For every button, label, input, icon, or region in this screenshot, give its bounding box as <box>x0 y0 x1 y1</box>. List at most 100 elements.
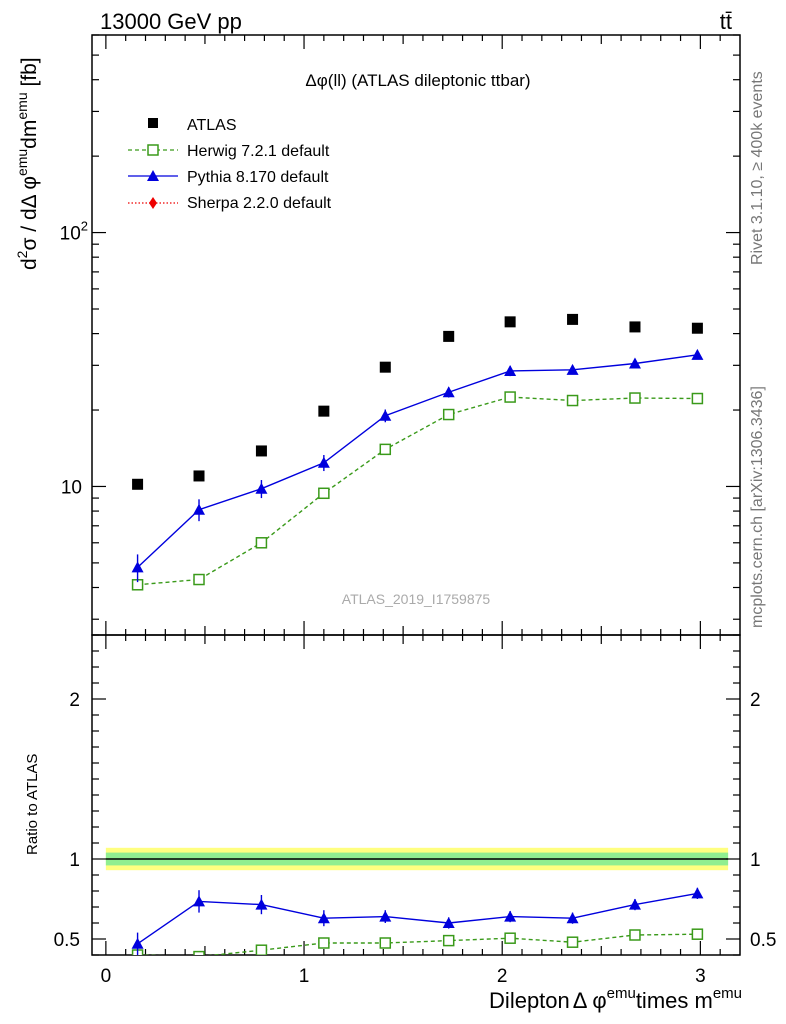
ratio-pythia-point <box>691 887 704 899</box>
atlas-point <box>443 330 455 342</box>
legend-marker-herwig <box>147 144 159 156</box>
legend-label-atlas: ATLAS <box>187 117 237 134</box>
legend-label-sherpa: Sherpa 2.2.0 default <box>187 195 332 212</box>
ratio-y-tick-label-right: 0.5 <box>750 930 776 951</box>
xlabel-b: Δ φ <box>573 988 607 1013</box>
main-plot-title: Δφ(ll) (ATLAS dileptonic ttbar) <box>305 71 530 90</box>
legend-label-pythia: Pythia 8.170 default <box>187 169 329 186</box>
ratio-pythia-point <box>566 912 579 924</box>
main-y-axis-label: d2σ / dΔ φemudmemu [fb] <box>14 57 41 270</box>
analysis-watermark: ATLAS_2019_I1759875 <box>342 591 491 607</box>
ratio-y-tick-label-right: 1 <box>750 850 761 871</box>
atlas-point <box>379 361 391 373</box>
ratio-plot-frame <box>91 634 741 956</box>
xlabel-sup1: emu <box>607 985 636 1002</box>
atlas-point <box>567 313 579 325</box>
main-axes: 10 102 <box>60 34 740 635</box>
atlas-point <box>132 478 144 490</box>
herwig-point <box>691 392 704 405</box>
ratio-axes: 0.5 0.5 1 1 2 2 0 1 2 3 <box>54 634 776 987</box>
herwig-point <box>318 487 330 500</box>
pythia-point <box>566 363 579 375</box>
xlabel-a: Dilepton <box>489 988 570 1013</box>
pythia-point <box>628 357 641 369</box>
pythia-point <box>131 561 144 573</box>
pythia-point <box>504 364 517 376</box>
ratio-pythia-point <box>193 895 206 907</box>
pythia-point <box>193 503 206 515</box>
ratio-pythia-point <box>317 912 330 924</box>
herwig-point <box>193 573 205 586</box>
x-axis-label: Dilepton Δ φemutimes memu <box>489 985 742 1013</box>
ratio-herwig-point <box>255 944 268 955</box>
ratio-pythia-point <box>504 910 517 922</box>
x-tick-label: 3 <box>695 966 706 987</box>
ratio-herwig-point <box>193 950 205 955</box>
ratio-band <box>105 847 729 871</box>
ratio-pythia-point <box>628 898 641 910</box>
ylabel-d: d <box>18 258 41 270</box>
herwig-point <box>255 537 268 549</box>
ylabel-unit: [fb] <box>18 57 41 92</box>
ratio-pythia-line <box>137 892 698 945</box>
ylabel-sup3: emu <box>14 92 30 119</box>
herwig-point <box>504 391 516 403</box>
header-energy-label: 13000 GeV pp <box>100 9 242 34</box>
xlabel-sup2: emu <box>713 985 742 1002</box>
ratio-herwig-point <box>318 937 330 949</box>
main-panel: Δφ(ll) (ATLAS dileptonic ttbar) ATLAS_20… <box>14 34 741 636</box>
x-tick-label: 2 <box>497 966 508 987</box>
atlas-point <box>629 321 641 333</box>
ratio-herwig-point <box>691 928 704 940</box>
pythia-point <box>442 386 455 398</box>
xlabel-c: times m <box>636 988 713 1013</box>
x-tick-label: 0 <box>101 966 112 987</box>
header-process-label: tt̄ <box>720 9 732 34</box>
pythia-line <box>137 354 698 568</box>
ratio-pythia-point <box>442 917 455 928</box>
main-y-tick-label: 102 <box>60 219 88 245</box>
ratio-herwig-point <box>566 936 579 948</box>
ratio-y-tick-label-left: 1 <box>69 850 80 871</box>
ratio-panel: Ratio to ATLAS 0.5 0.5 1 1 2 2 0 1 2 3 Dilepton Δ … <box>24 634 776 1013</box>
ylabel-mid2: dm <box>18 120 41 149</box>
ratio-pythia-point <box>255 898 268 910</box>
ratio-y-tick-label-left: 0.5 <box>54 930 80 951</box>
pythia-point <box>317 456 330 468</box>
pythia-point <box>255 482 268 494</box>
ratio-y-tick-label-right: 2 <box>750 690 761 711</box>
main-y-tick-exponent: 2 <box>81 219 88 234</box>
atlas-point <box>318 405 330 417</box>
mcplots-label: mcplots.cern.ch [arXiv:1306.3436] <box>749 386 766 628</box>
ratio-y-axis-label: Ratio to ATLAS <box>24 754 41 855</box>
atlas-point <box>504 316 516 328</box>
ratio-herwig-line <box>137 933 698 955</box>
ratio-data <box>131 887 704 955</box>
pythia-point <box>691 348 704 360</box>
ylabel-mid: σ / dΔ φ <box>18 176 41 250</box>
pythia-point <box>379 409 392 421</box>
atlas-point <box>255 445 267 457</box>
x-tick-label: 1 <box>299 966 310 987</box>
atlas-point <box>193 470 205 482</box>
herwig-point <box>442 408 455 421</box>
herwig-point <box>566 394 579 407</box>
legend: ATLAS Herwig 7.2.1 default Pythia 8.170 … <box>128 117 332 212</box>
main-y-tick-label: 10 <box>61 477 82 498</box>
atlas-point <box>691 322 703 334</box>
ratio-pythia-point <box>131 937 144 949</box>
ylabel-sup2: emu <box>14 149 30 176</box>
ratio-herwig-point <box>504 932 516 944</box>
rivet-version-label: Rivet 3.1.10, ≥ 400k events <box>749 71 766 265</box>
ratio-herwig-point <box>379 937 392 949</box>
legend-marker-pythia <box>147 170 159 181</box>
ratio-series-group <box>131 887 704 955</box>
ratio-herwig-point <box>629 929 641 941</box>
main-data <box>131 313 704 591</box>
herwig-point <box>379 443 392 456</box>
ylabel-sup1: 2 <box>14 250 30 258</box>
ratio-pythia-point <box>379 910 392 922</box>
herwig-point <box>629 392 641 404</box>
ratio-y-tick-label-left: 2 <box>69 690 80 711</box>
